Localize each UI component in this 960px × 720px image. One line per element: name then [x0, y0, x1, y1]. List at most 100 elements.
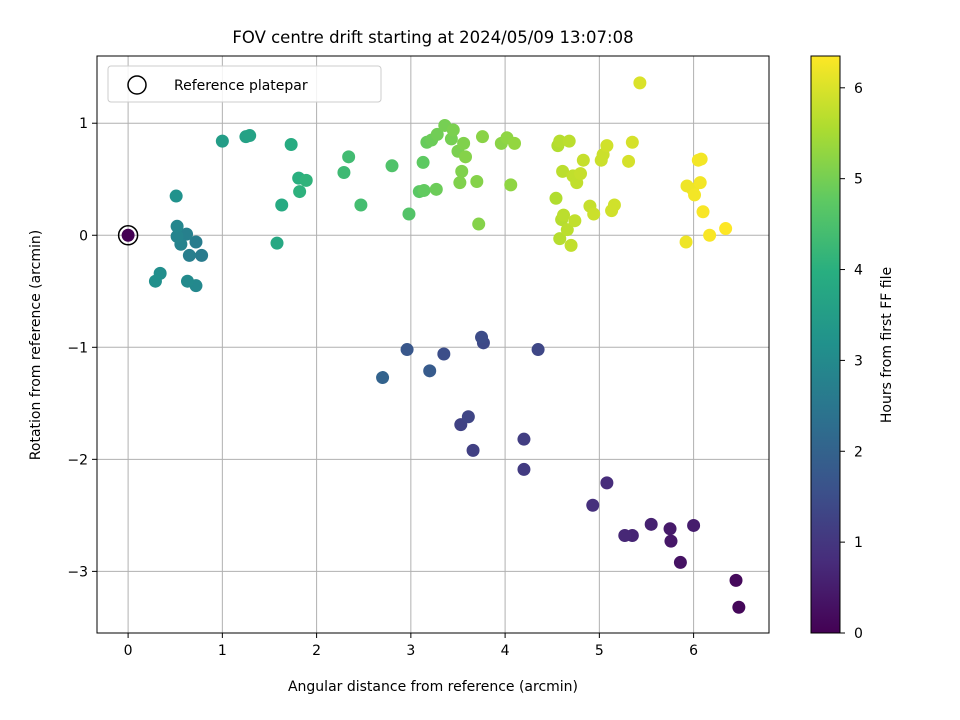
- chart-title: FOV centre drift starting at 2024/05/09 …: [232, 28, 633, 47]
- data-point: [576, 153, 590, 167]
- plot-frame: [96, 55, 770, 634]
- data-point: [475, 130, 489, 144]
- data-point: [663, 522, 677, 536]
- y-tick-label: −1: [67, 340, 88, 356]
- colorbar-tick-label: 6: [854, 81, 863, 97]
- legend: Reference platepar: [107, 65, 382, 103]
- data-point: [423, 364, 437, 378]
- data-point: [607, 198, 621, 212]
- colorbar-tick-label: 3: [854, 353, 863, 369]
- x-tick-label: 4: [501, 643, 510, 659]
- data-point: [376, 371, 390, 385]
- data-point: [587, 207, 601, 221]
- colorbar: 0 1 2 3 4 5 6 Hours from first FF file: [810, 55, 895, 642]
- y-tick-label: 0: [79, 228, 88, 244]
- data-point: [459, 150, 473, 164]
- data-point: [625, 135, 639, 149]
- data-point: [270, 236, 284, 250]
- data-point: [466, 443, 480, 457]
- data-point: [664, 534, 678, 548]
- data-point: [342, 150, 356, 164]
- data-point: [618, 529, 632, 543]
- data-point: [729, 573, 743, 587]
- y-tick-label: 1: [79, 116, 88, 132]
- data-point: [517, 462, 531, 476]
- data-point: [719, 222, 733, 236]
- x-tick-label: 0: [124, 643, 133, 659]
- colorbar-label: Hours from first FF file: [879, 267, 895, 423]
- data-point: [437, 347, 451, 361]
- x-axis-label: Angular distance from reference (arcmin): [288, 679, 578, 695]
- data-point: [148, 274, 162, 288]
- colorbar-tick-label: 2: [854, 444, 863, 460]
- legend-label: Reference platepar: [174, 78, 308, 94]
- data-point: [416, 155, 430, 169]
- data-point: [453, 176, 467, 190]
- data-point: [568, 214, 582, 228]
- data-point: [687, 518, 701, 532]
- y-ticks: −3 −2 −1 0 1: [67, 116, 97, 580]
- data-point: [562, 134, 576, 148]
- data-point: [600, 476, 614, 490]
- colorbar-tick-label: 1: [854, 535, 863, 551]
- y-tick-label: −3: [67, 564, 88, 580]
- data-point: [275, 198, 289, 212]
- data-point: [470, 174, 484, 188]
- x-tick-label: 5: [595, 643, 604, 659]
- data-point: [703, 228, 717, 242]
- data-point: [337, 166, 351, 180]
- data-point: [299, 173, 313, 187]
- data-point: [169, 189, 183, 203]
- data-point: [564, 238, 578, 252]
- data-point: [293, 185, 307, 199]
- data-point: [170, 219, 184, 233]
- x-tick-label: 3: [406, 643, 415, 659]
- data-point: [402, 207, 416, 221]
- x-tick-label: 2: [312, 643, 321, 659]
- data-point: [417, 183, 431, 197]
- x-tick-label: 6: [689, 643, 698, 659]
- data-point: [215, 134, 229, 148]
- y-axis-label: Rotation from reference (arcmin): [28, 230, 44, 460]
- data-point: [455, 164, 469, 178]
- data-point: [688, 188, 702, 202]
- data-point: [586, 498, 600, 512]
- colorbar-tick-label: 0: [854, 626, 863, 642]
- data-point: [430, 127, 444, 141]
- legend-box: [107, 65, 382, 103]
- data-point: [557, 208, 571, 222]
- data-point: [693, 176, 707, 190]
- data-point: [644, 517, 658, 531]
- data-point: [549, 191, 563, 205]
- data-point: [189, 235, 203, 249]
- data-point: [475, 330, 489, 344]
- reference-marker: [117, 225, 139, 246]
- data-point: [553, 134, 567, 148]
- data-point: [457, 136, 471, 150]
- x-ticks: 0 1 2 3 4 5 6: [124, 633, 698, 659]
- data-point: [446, 123, 460, 137]
- data-point: [531, 343, 545, 357]
- data-point: [243, 129, 257, 143]
- data-point: [284, 138, 298, 152]
- data-point: [182, 248, 196, 262]
- colorbar-gradient: [810, 55, 841, 634]
- data-point: [121, 228, 135, 242]
- data-point: [400, 343, 414, 357]
- data-point: [429, 182, 443, 196]
- data-point: [560, 223, 574, 237]
- data-point: [508, 136, 522, 150]
- data-point: [574, 167, 588, 181]
- data-point: [600, 139, 614, 153]
- data-point: [556, 164, 570, 178]
- data-point: [504, 178, 518, 192]
- data-point: [170, 229, 184, 243]
- data-points: [117, 76, 746, 614]
- data-point: [354, 198, 368, 212]
- colorbar-ticks: 0 1 2 3 4 5 6: [840, 81, 863, 642]
- data-point: [461, 410, 475, 424]
- data-point: [195, 248, 209, 262]
- data-point: [517, 432, 531, 446]
- colorbar-tick-label: 5: [854, 172, 863, 188]
